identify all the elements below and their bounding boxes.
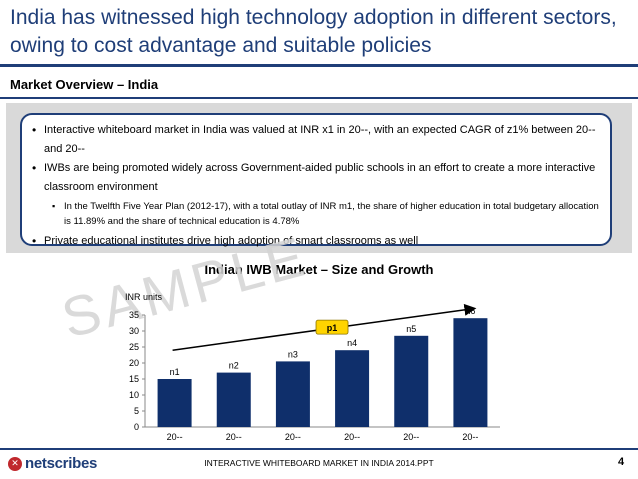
growth-callout-label: p1 — [327, 323, 338, 333]
x-tick-label: 20-- — [462, 432, 478, 442]
y-tick-label: 30 — [129, 326, 139, 336]
bar — [335, 350, 370, 427]
title-divider — [0, 64, 638, 67]
x-tick-label: 20-- — [285, 432, 301, 442]
x-tick-label: 20-- — [226, 432, 242, 442]
data-label: n4 — [347, 338, 357, 348]
x-tick-label: 20-- — [403, 432, 419, 442]
bar — [453, 318, 488, 427]
page-number: 4 — [618, 456, 625, 468]
y-tick-label: 0 — [134, 422, 139, 432]
data-label: n6 — [465, 306, 475, 316]
x-tick-label: 20-- — [167, 432, 183, 442]
data-label: n2 — [229, 361, 239, 371]
data-label: n5 — [406, 324, 416, 334]
overview-box: Interactive whiteboard market in India w… — [20, 113, 612, 251]
x-tick-label: 20-- — [344, 432, 360, 442]
slide-title: India has witnessed high technology adop… — [10, 6, 617, 57]
y-tick-label: 10 — [129, 390, 139, 400]
footer-divider — [0, 448, 638, 450]
bullet-item: Private educational institutes drive hig… — [32, 232, 600, 251]
section-heading: Market Overview – India — [10, 77, 159, 92]
bar — [394, 335, 429, 427]
y-tick-label: 35 — [129, 310, 139, 320]
bar — [216, 372, 251, 427]
bar — [275, 361, 310, 427]
growth-callout-box — [315, 319, 349, 335]
bullet-item: IWBs are being promoted widely across Go… — [32, 159, 600, 197]
netscribes-logo: ✕ netscribes — [8, 455, 97, 472]
y-tick-label: 20 — [129, 358, 139, 368]
data-label: n1 — [170, 367, 180, 377]
y-tick-label: 25 — [129, 342, 139, 352]
logo-icon: ✕ — [8, 456, 22, 471]
footer-text: INTERACTIVE WHITEBOARD MARKET IN INDIA 2… — [204, 458, 434, 468]
sub-bullet-item: In the Twelfth Five Year Plan (2012-17),… — [32, 199, 600, 229]
bar-chart: INR units 0 5 10 15 20 25 30 35 n1 20-- n2 20-- n3 2… — [125, 292, 500, 442]
section-divider — [0, 97, 638, 99]
bullet-item: Interactive whiteboard market in India w… — [32, 121, 600, 159]
bar — [157, 379, 192, 427]
logo-text: netscribes — [25, 455, 98, 472]
y-axis-label: INR units — [125, 292, 163, 302]
data-label: n3 — [288, 349, 298, 359]
chart-title: Indian IWB Market – Size and Growth — [204, 262, 434, 277]
y-tick-label: 15 — [129, 374, 139, 384]
y-tick-label: 5 — [134, 406, 139, 416]
